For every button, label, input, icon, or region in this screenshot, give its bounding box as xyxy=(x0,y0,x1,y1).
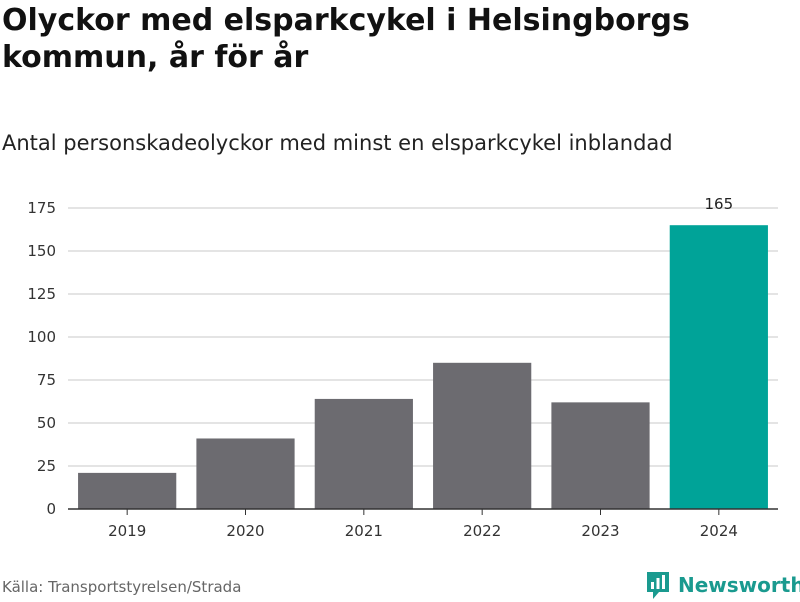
chart-title: Olyckor med elsparkcykel i Helsingborgs … xyxy=(2,3,690,75)
chart-subtitle: Antal personskadeolyckor med minst en el… xyxy=(2,131,673,155)
y-tick-label: 25 xyxy=(37,457,56,475)
data-labels: 165 xyxy=(705,195,734,213)
brand-logo: Newsworthy xyxy=(645,568,800,602)
bar xyxy=(196,438,295,509)
y-tick-label: 50 xyxy=(37,414,56,432)
x-tick-label: 2020 xyxy=(226,522,264,540)
x-tick-label: 2019 xyxy=(108,522,146,540)
bar xyxy=(551,402,650,509)
source-note: Källa: Transportstyrelsen/Strada xyxy=(2,578,242,596)
bar xyxy=(433,362,532,509)
x-tick-label: 2024 xyxy=(700,522,738,540)
axes: 0 25 50 75 100 125 150 175 2019 2020 2021 2022 2023 2… xyxy=(27,199,778,540)
brand-name: Newsworthy xyxy=(678,573,800,597)
bar xyxy=(314,398,413,509)
y-tick-label: 0 xyxy=(46,500,56,518)
data-label: 165 xyxy=(705,195,734,213)
x-tick-label: 2021 xyxy=(345,522,383,540)
bars xyxy=(78,225,768,509)
bar xyxy=(669,225,768,509)
y-tick-label: 125 xyxy=(27,285,56,303)
y-tick-label: 175 xyxy=(27,199,56,217)
newsworthy-logo-icon xyxy=(647,572,669,599)
y-tick-label: 75 xyxy=(37,371,56,389)
y-tick-label: 150 xyxy=(27,242,56,260)
bar xyxy=(78,472,177,509)
x-tick-label: 2023 xyxy=(581,522,619,540)
y-tick-label: 100 xyxy=(27,328,56,346)
gridlines xyxy=(68,207,778,467)
x-tick-label: 2022 xyxy=(463,522,501,540)
